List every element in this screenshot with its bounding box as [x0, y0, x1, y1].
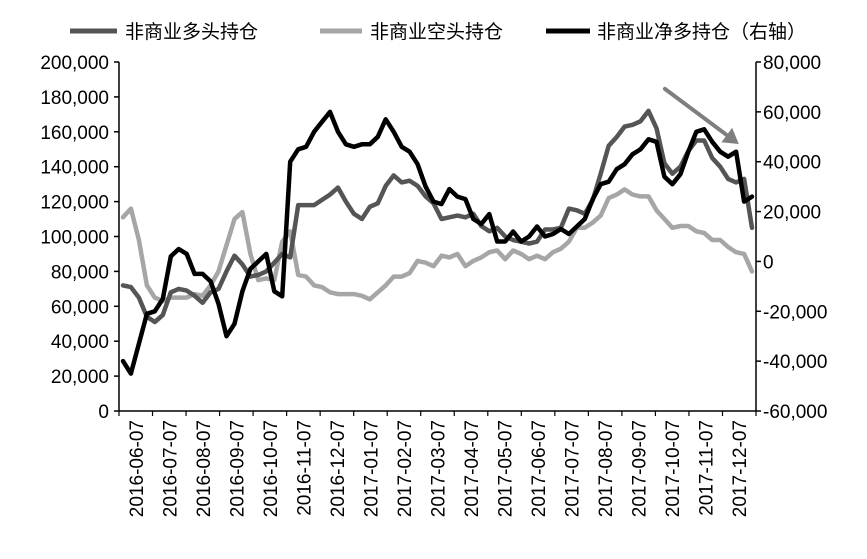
- right-tick-label: 60,000: [763, 103, 821, 124]
- right-tick-label: 20,000: [763, 203, 821, 224]
- left-tick-label: 60,000: [51, 297, 109, 318]
- left-tick-label: 160,000: [40, 123, 109, 144]
- x-tick-label: 2016-12-07: [328, 420, 349, 517]
- legend: 非商业多头持仓 非商业空头持仓 非商业净多持仓（右轴）: [70, 21, 806, 43]
- x-tick-label: 2017-12-07: [730, 420, 751, 517]
- right-tick-label: 0: [763, 252, 774, 273]
- x-tick-label: 2016-11-07: [294, 420, 315, 516]
- right-tick-label: -60,000: [763, 402, 827, 423]
- x-tick-label: 2017-07-07: [563, 420, 584, 517]
- x-tick-label: 2017-06-07: [529, 420, 550, 517]
- left-tick-label: 120,000: [40, 193, 109, 214]
- trend-arrow-annotation: [662, 86, 739, 145]
- x-tick-label: 2016-06-07: [127, 420, 148, 517]
- left-tick-label: 40,000: [51, 332, 109, 353]
- left-tick-label: 100,000: [40, 228, 109, 249]
- x-tick-label: 2017-02-07: [395, 420, 416, 517]
- left-tick-label: 80,000: [51, 262, 109, 283]
- x-tick-label: 2017-11-07: [697, 420, 718, 516]
- right-tick-label: -20,000: [763, 302, 827, 323]
- legend-label-long: 非商业多头持仓: [125, 21, 258, 43]
- left-y-ticks: 0 20,000 40,000 60,000 80,000 100,000 120,000 1…: [40, 53, 119, 423]
- x-tick-label: 2016-08-07: [194, 420, 215, 517]
- x-tick-label: 2017-03-07: [429, 420, 450, 517]
- x-tick-label: 2016-07-07: [160, 420, 181, 517]
- trend-arrow-shaft: [662, 86, 729, 138]
- right-tick-label: 80,000: [763, 53, 821, 74]
- left-tick-label: 200,000: [40, 53, 109, 74]
- legend-label-short: 非商业空头持仓: [370, 21, 503, 43]
- left-tick-label: 180,000: [40, 88, 109, 109]
- series-line-1: [120, 187, 755, 304]
- legend-label-net: 非商业净多持仓（右轴）: [597, 21, 806, 43]
- x-tick-label: 2016-09-07: [227, 420, 248, 517]
- x-tick-label: 2017-10-07: [663, 420, 684, 517]
- trend-arrow-head: [721, 127, 739, 145]
- x-tick-label: 2017-09-07: [630, 420, 651, 517]
- left-tick-label: 20,000: [51, 367, 109, 388]
- x-tick-label: 2017-08-07: [596, 420, 617, 517]
- left-tick-label: 140,000: [40, 158, 109, 179]
- series-line-0: [120, 108, 755, 325]
- x-tick-label: 2016-10-07: [261, 420, 282, 517]
- x-tick-label: 2017-04-07: [462, 420, 483, 517]
- x-tick-label: 2017-01-07: [361, 420, 382, 517]
- series-line-2: [120, 109, 755, 376]
- right-tick-label: 40,000: [763, 153, 821, 174]
- left-tick-label: 0: [98, 402, 109, 423]
- right-tick-label: -40,000: [763, 352, 827, 373]
- right-y-ticks: -60,000 -40,000 -20,000 0 20,000 40,000 60,000…: [756, 53, 827, 423]
- x-tick-label: 2017-05-07: [496, 420, 517, 517]
- series-layer: [120, 108, 755, 376]
- x-ticks: 2016-06-07 2016-07-07 2016-08-07 2016-09-07…: [118, 411, 757, 517]
